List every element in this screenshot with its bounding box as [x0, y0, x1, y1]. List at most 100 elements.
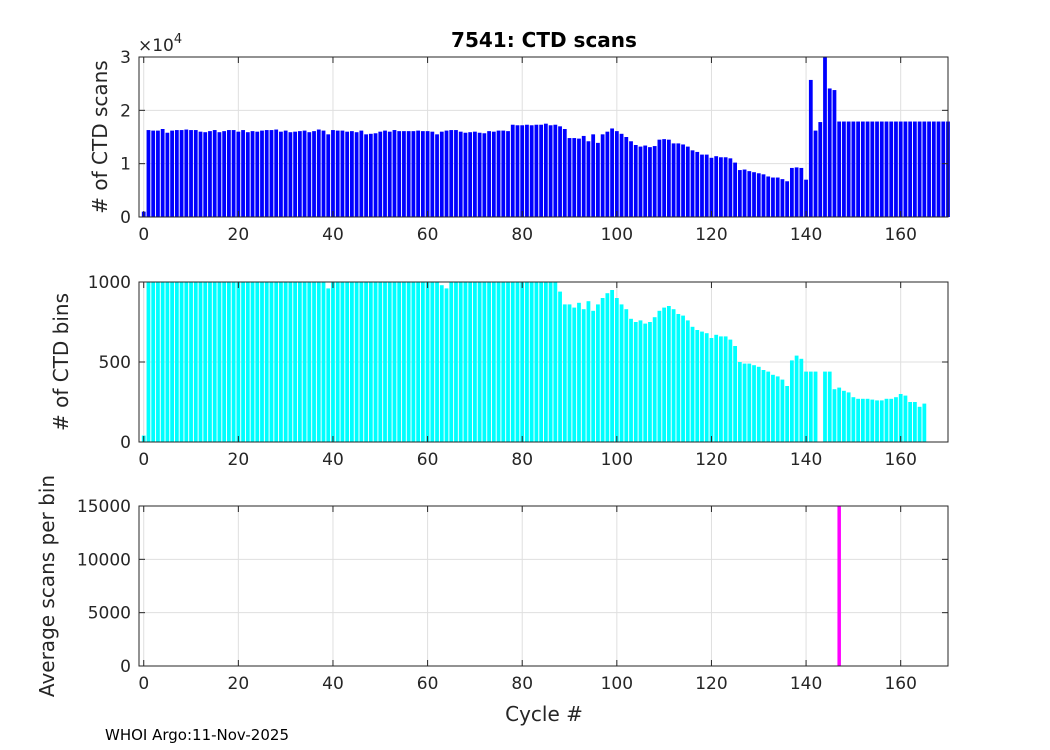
avg-scans-panel: Average scans per bin Cycle # 0 20 40 60 80 1… — [35, 475, 949, 726]
ctd-scans-bar — [208, 131, 212, 217]
ctd-bins-bar — [331, 282, 335, 442]
ctd-bins-bar — [231, 282, 236, 442]
ctd-bins-bar — [416, 282, 421, 442]
ctd-bins-bar — [241, 282, 245, 442]
ctd-bins-bar — [723, 336, 728, 442]
y-axis-label: # of CTD scans — [88, 60, 112, 213]
ctd-bins-bar — [761, 370, 766, 442]
ctd-scans-bar — [543, 123, 548, 217]
ctd-bins-bar — [189, 282, 193, 442]
ctd-scans-bar — [785, 181, 790, 217]
ctd-scans-bar — [174, 130, 179, 217]
ctd-scans-bar — [458, 131, 463, 217]
ctd-bins-bar — [648, 322, 652, 442]
ctd-bins-bar — [217, 282, 222, 442]
y-tick-label: 15000 — [77, 497, 131, 517]
ctd-bins-bar — [780, 379, 785, 442]
ctd-scans-bar — [808, 79, 813, 217]
ctd-scans-bar — [449, 130, 454, 217]
ctd-bins-bar — [912, 402, 917, 442]
ctd-scans-bar — [146, 130, 151, 217]
ctd-bins-bar — [752, 365, 756, 442]
ctd-bins-bar — [681, 315, 685, 442]
ctd-bins-bar — [316, 282, 321, 442]
ctd-bins-bar — [808, 371, 813, 442]
ctd-bins-bar — [789, 360, 794, 442]
ctd-bins-bar — [766, 371, 771, 442]
ctd-scans-bar — [510, 124, 515, 217]
ctd-bins-bar — [174, 282, 179, 442]
ctd-scans-bar — [264, 130, 269, 217]
ctd-scans-bar — [837, 121, 842, 217]
ctd-scans-bar — [586, 141, 591, 217]
ctd-scans-bar — [297, 131, 302, 217]
x-tick-label: 60 — [417, 450, 439, 470]
ctd-scans-bar — [756, 173, 761, 217]
ctd-bins-bar — [605, 293, 610, 442]
ctd-bins-bar — [629, 318, 633, 442]
ctd-scans-bar — [156, 130, 160, 217]
y-axis-label: # of CTD bins — [49, 293, 73, 431]
ctd-bins-bar — [903, 395, 908, 442]
ctd-bins-bar — [491, 282, 496, 442]
ctd-scans-bar — [496, 130, 501, 217]
x-tick-label: 0 — [138, 674, 149, 694]
ctd-bins-bar — [676, 314, 681, 442]
ctd-scans-bar — [397, 131, 402, 217]
ctd-scans-bar — [591, 134, 596, 217]
ctd-scans-bar — [851, 121, 856, 217]
ctd-bins-bar — [501, 282, 506, 442]
ctd-scans-bar — [714, 156, 719, 217]
ctd-scans-bar — [922, 121, 927, 217]
ctd-bins-bar — [307, 282, 312, 442]
x-axis-label: Cycle # — [505, 702, 583, 726]
ctd-bins-bar — [179, 282, 184, 442]
ctd-scans-bar — [567, 138, 572, 217]
footer-text: WHOI Argo:11-Nov-2025 — [105, 726, 289, 744]
ctd-bins-bar — [586, 301, 591, 442]
ctd-bins-bar — [704, 333, 709, 442]
ctd-bins-bar — [865, 398, 870, 442]
ctd-scans-bar — [170, 130, 175, 217]
ctd-scans-bar — [709, 157, 714, 217]
ctd-bins-bar — [728, 339, 733, 442]
ctd-scans-bar — [231, 130, 236, 217]
ctd-scans-bar — [846, 121, 851, 217]
ctd-scans-bar — [539, 124, 544, 217]
ctd-scans-bar — [359, 130, 364, 217]
ctd-bins-bar — [657, 310, 662, 442]
x-tick-label: 20 — [228, 450, 250, 470]
ctd-scans-bar — [364, 134, 368, 217]
ctd-scans-bar — [889, 121, 894, 217]
ctd-bins-bar — [321, 282, 326, 442]
ctd-bins-bar — [596, 304, 600, 442]
ctd-scans-panel: 7541: CTD scans ×104 # of CTD scans 0 20 4… — [88, 28, 950, 245]
ctd-bins-bar — [430, 282, 435, 442]
ctd-bins-bar — [482, 282, 487, 442]
ctd-scans-bar — [690, 150, 695, 217]
ctd-scans-bar — [827, 88, 832, 217]
ctd-bins-bar — [558, 291, 562, 442]
ctd-scans-bar — [662, 139, 667, 217]
ctd-bins-bar — [378, 282, 383, 442]
ctd-scans-bar — [917, 121, 922, 217]
ctd-scans-bar — [212, 130, 217, 217]
ctd-bins-bar — [633, 322, 638, 442]
ctd-bins-bar — [279, 282, 283, 442]
ctd-bins-bar — [894, 397, 898, 442]
ctd-scans-bar — [525, 124, 529, 217]
ctd-scans-bar — [184, 129, 189, 217]
ctd-bins-bar — [742, 363, 747, 442]
ctd-bins-bar — [463, 282, 468, 442]
ctd-bins-bar — [222, 282, 227, 442]
ctd-scans-bar — [307, 132, 312, 217]
ctd-bins-bar — [236, 282, 241, 442]
ctd-scans-bar — [548, 125, 553, 217]
ctd-scans-bar — [255, 131, 260, 217]
ctd-scans-bar — [605, 131, 610, 217]
ctd-scans-bar — [477, 132, 482, 217]
ctd-bins-bar — [269, 282, 274, 442]
x-tick-label: 120 — [695, 674, 727, 694]
ctd-bins-bar — [387, 282, 392, 442]
